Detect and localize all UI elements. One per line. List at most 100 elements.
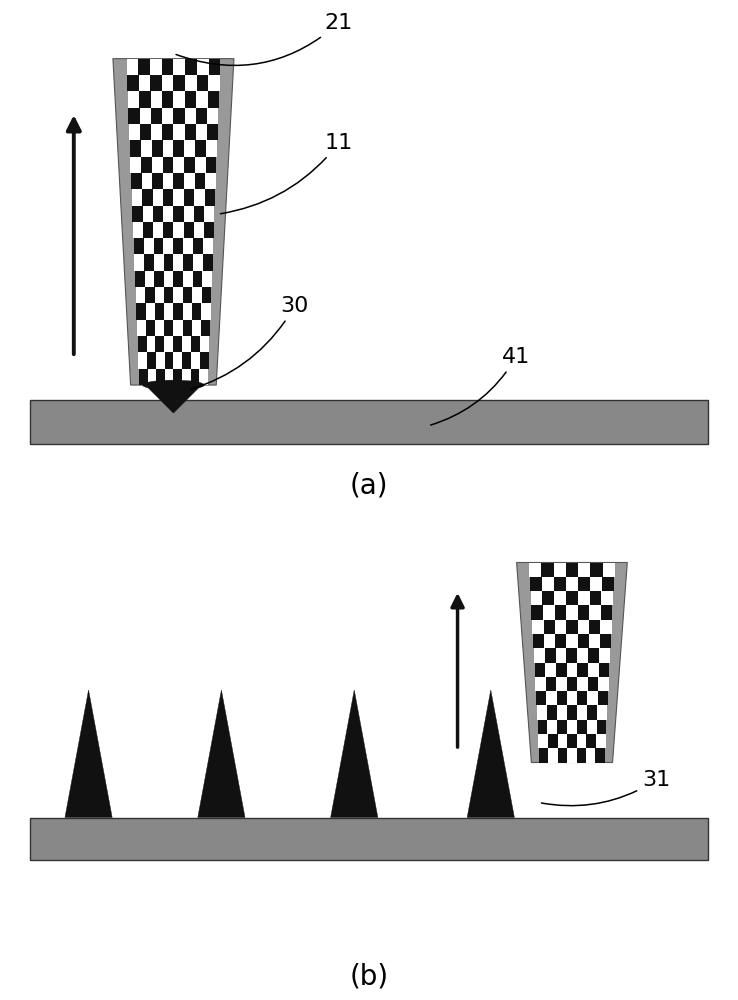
Polygon shape	[146, 320, 155, 336]
Polygon shape	[173, 320, 182, 336]
Polygon shape	[566, 591, 578, 605]
Polygon shape	[173, 108, 184, 124]
Polygon shape	[183, 303, 192, 320]
Polygon shape	[542, 591, 554, 605]
Polygon shape	[162, 59, 173, 75]
Polygon shape	[65, 690, 112, 818]
Polygon shape	[577, 705, 587, 720]
Polygon shape	[201, 303, 210, 320]
Polygon shape	[133, 222, 143, 238]
Polygon shape	[548, 748, 558, 762]
Polygon shape	[173, 238, 183, 254]
Polygon shape	[145, 385, 201, 413]
Polygon shape	[195, 173, 205, 189]
Polygon shape	[577, 648, 588, 662]
Polygon shape	[567, 662, 577, 677]
Polygon shape	[173, 189, 184, 206]
Polygon shape	[578, 620, 589, 634]
Polygon shape	[154, 254, 164, 271]
Polygon shape	[567, 677, 577, 691]
Polygon shape	[578, 634, 589, 648]
Polygon shape	[162, 75, 173, 91]
Polygon shape	[576, 748, 586, 762]
Polygon shape	[184, 206, 194, 222]
Polygon shape	[589, 620, 600, 634]
Polygon shape	[184, 124, 196, 140]
Bar	[30, 400, 708, 444]
Polygon shape	[137, 336, 147, 352]
Polygon shape	[534, 662, 545, 677]
Polygon shape	[182, 352, 191, 369]
Polygon shape	[543, 605, 554, 620]
Polygon shape	[207, 91, 219, 108]
Polygon shape	[577, 677, 587, 691]
Polygon shape	[596, 720, 607, 734]
Polygon shape	[163, 206, 173, 222]
Polygon shape	[556, 691, 567, 705]
Polygon shape	[150, 59, 162, 75]
Polygon shape	[598, 677, 609, 691]
Polygon shape	[198, 690, 245, 818]
Polygon shape	[184, 91, 196, 108]
Polygon shape	[142, 189, 153, 206]
Polygon shape	[184, 157, 195, 173]
Polygon shape	[204, 222, 214, 238]
Polygon shape	[139, 369, 148, 385]
Polygon shape	[587, 720, 596, 734]
Polygon shape	[193, 254, 203, 271]
Polygon shape	[151, 91, 162, 108]
Polygon shape	[134, 254, 144, 271]
Polygon shape	[135, 271, 145, 287]
Polygon shape	[545, 662, 556, 677]
Polygon shape	[142, 173, 152, 189]
Polygon shape	[151, 75, 162, 91]
Polygon shape	[530, 577, 542, 591]
Polygon shape	[544, 634, 555, 648]
Polygon shape	[546, 677, 556, 691]
Polygon shape	[197, 59, 209, 75]
Polygon shape	[151, 140, 162, 157]
Polygon shape	[165, 320, 173, 336]
Polygon shape	[601, 605, 613, 620]
Polygon shape	[567, 734, 577, 748]
Polygon shape	[532, 620, 544, 634]
Polygon shape	[163, 173, 173, 189]
Polygon shape	[127, 75, 139, 91]
Polygon shape	[587, 691, 598, 705]
Polygon shape	[183, 238, 193, 254]
Polygon shape	[152, 157, 162, 173]
Polygon shape	[602, 577, 614, 591]
Polygon shape	[195, 157, 206, 173]
Polygon shape	[578, 591, 590, 605]
Polygon shape	[200, 352, 209, 369]
Polygon shape	[586, 748, 596, 762]
Polygon shape	[113, 59, 234, 385]
Polygon shape	[556, 662, 567, 677]
Polygon shape	[156, 352, 165, 369]
Polygon shape	[548, 734, 557, 748]
Text: (b): (b)	[349, 962, 389, 990]
Polygon shape	[156, 369, 165, 385]
Polygon shape	[204, 189, 215, 206]
Polygon shape	[517, 562, 627, 762]
Polygon shape	[173, 157, 184, 173]
Polygon shape	[600, 634, 611, 648]
Polygon shape	[196, 75, 208, 91]
Polygon shape	[162, 157, 173, 173]
Polygon shape	[587, 677, 598, 691]
Polygon shape	[184, 222, 193, 238]
Polygon shape	[566, 634, 578, 648]
Polygon shape	[154, 287, 164, 303]
Polygon shape	[185, 59, 197, 75]
Polygon shape	[155, 303, 164, 320]
Polygon shape	[139, 91, 151, 108]
Polygon shape	[548, 720, 557, 734]
Polygon shape	[596, 734, 606, 748]
Polygon shape	[154, 238, 164, 254]
Polygon shape	[140, 124, 151, 140]
Polygon shape	[173, 271, 183, 287]
Polygon shape	[165, 352, 173, 369]
Polygon shape	[578, 562, 590, 577]
Polygon shape	[546, 691, 556, 705]
Polygon shape	[539, 748, 548, 762]
